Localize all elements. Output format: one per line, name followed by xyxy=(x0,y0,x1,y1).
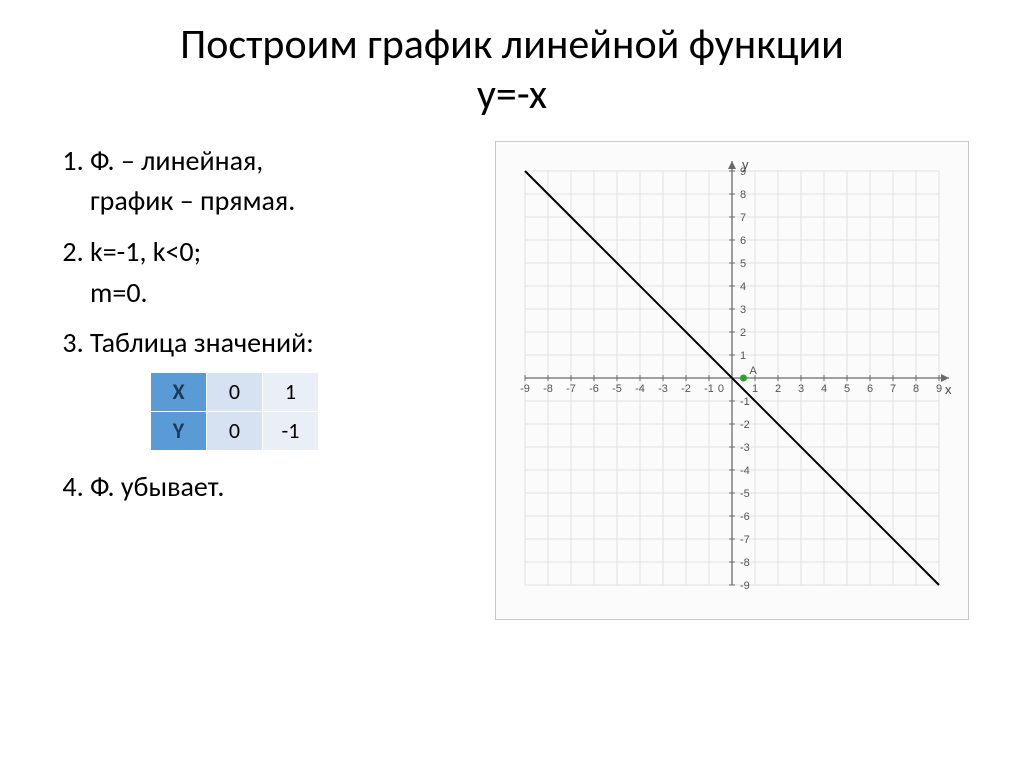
svg-text:-3: -3 xyxy=(658,383,668,395)
svg-text:-5: -5 xyxy=(740,488,750,500)
svg-text:-1: -1 xyxy=(704,383,714,395)
li4: Ф. убывает. xyxy=(90,469,225,504)
title-line-1: Построим график линейной функции xyxy=(180,19,844,70)
svg-text:2: 2 xyxy=(775,383,781,395)
list-item: Ф. убывает. xyxy=(90,467,480,508)
svg-text:-5: -5 xyxy=(612,383,622,395)
title-line-2: y=-x xyxy=(477,69,547,120)
chart-column: -9-8-7-6-5-4-3-2-1123456789-9-8-7-6-5-4-… xyxy=(490,141,974,620)
svg-text:-6: -6 xyxy=(740,511,750,523)
th-y: Y xyxy=(151,411,207,450)
steps-list: Ф. – линейная, график – прямая. k=-1, k<… xyxy=(50,141,480,507)
td: -1 xyxy=(263,411,319,450)
svg-text:4: 4 xyxy=(740,281,746,293)
svg-text:6: 6 xyxy=(740,235,746,247)
li1-b: график – прямая. xyxy=(90,183,295,218)
list-item: k=-1, k<0; m=0. xyxy=(90,232,480,313)
svg-text:-8: -8 xyxy=(740,557,750,569)
th-x: X xyxy=(151,372,207,411)
svg-text:5: 5 xyxy=(844,383,850,395)
svg-text:-8: -8 xyxy=(543,383,553,395)
svg-text:x: x xyxy=(945,382,952,397)
line-chart: -9-8-7-6-5-4-3-2-1123456789-9-8-7-6-5-4-… xyxy=(502,148,962,608)
li3: Таблица значений: xyxy=(90,325,314,360)
td: 1 xyxy=(263,372,319,411)
svg-text:-9: -9 xyxy=(520,383,530,395)
svg-text:2: 2 xyxy=(740,327,746,339)
svg-text:-9: -9 xyxy=(740,580,750,592)
svg-text:8: 8 xyxy=(913,383,919,395)
svg-text:-3: -3 xyxy=(740,442,750,454)
svg-text:-2: -2 xyxy=(681,383,691,395)
svg-text:3: 3 xyxy=(798,383,804,395)
li2-a: k=-1, k<0; xyxy=(90,234,201,269)
chart-container: -9-8-7-6-5-4-3-2-1123456789-9-8-7-6-5-4-… xyxy=(495,141,969,620)
table-row: Y 0 -1 xyxy=(151,411,319,450)
text-column: Ф. – линейная, график – прямая. k=-1, k<… xyxy=(50,141,480,620)
svg-text:-2: -2 xyxy=(740,419,750,431)
li1-a: Ф. – линейная, xyxy=(90,143,263,178)
svg-text:1: 1 xyxy=(752,383,758,395)
svg-text:7: 7 xyxy=(740,212,746,224)
content-row: Ф. – линейная, график – прямая. k=-1, k<… xyxy=(50,141,974,620)
page-title: Построим график линейной функции y=-x xyxy=(50,20,974,121)
svg-text:3: 3 xyxy=(740,304,746,316)
svg-text:0: 0 xyxy=(718,383,724,395)
td: 0 xyxy=(207,411,263,450)
svg-text:1: 1 xyxy=(740,350,746,362)
svg-text:-7: -7 xyxy=(566,383,576,395)
svg-text:8: 8 xyxy=(740,189,746,201)
svg-text:7: 7 xyxy=(890,383,896,395)
svg-text:y: y xyxy=(742,157,749,172)
table-row: X 0 1 xyxy=(151,372,319,411)
list-item: Ф. – линейная, график – прямая. xyxy=(90,141,480,222)
list-item: Таблица значений: X 0 1 Y 0 -1 xyxy=(90,323,480,450)
svg-text:A: A xyxy=(750,365,758,377)
svg-text:9: 9 xyxy=(936,383,942,395)
svg-text:-7: -7 xyxy=(740,534,750,546)
svg-text:4: 4 xyxy=(821,383,827,395)
svg-text:-1: -1 xyxy=(740,396,750,408)
svg-text:-4: -4 xyxy=(740,465,750,477)
svg-text:6: 6 xyxy=(867,383,873,395)
svg-text:-4: -4 xyxy=(635,383,645,395)
li2-b: m=0. xyxy=(90,275,148,310)
td: 0 xyxy=(207,372,263,411)
svg-text:5: 5 xyxy=(740,258,746,270)
svg-text:-6: -6 xyxy=(589,383,599,395)
value-table: X 0 1 Y 0 -1 xyxy=(150,372,319,451)
